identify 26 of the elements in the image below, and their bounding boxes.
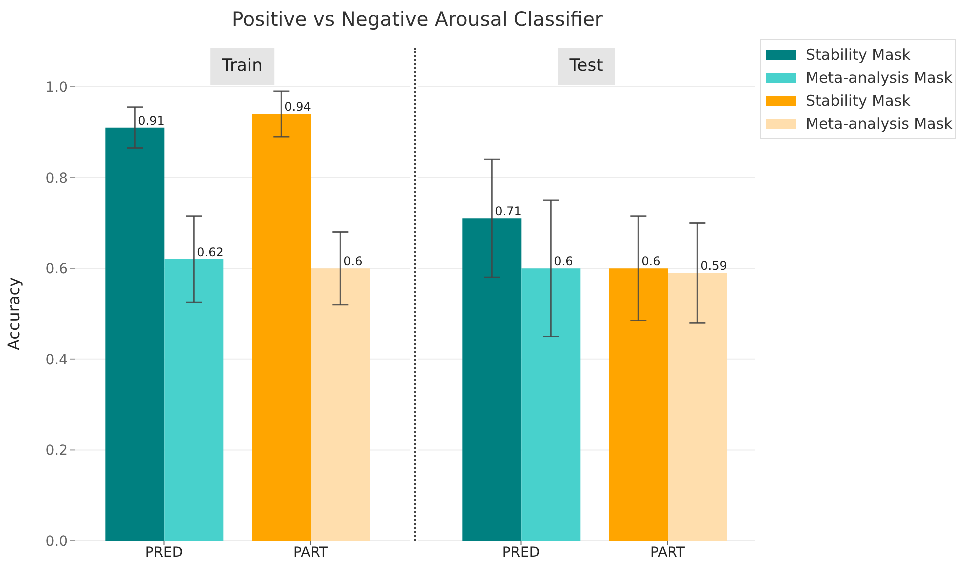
data-label: 0.62 [197,246,224,260]
legend-label: Stability Mask [806,46,911,64]
chart-subtitle: Train [210,48,275,85]
data-label: 0.59 [700,259,728,274]
data-label: 0.6 [344,254,363,269]
chart-title: Positive vs Negative Arousal Classifier [231,8,604,31]
chart-subtitle: Test [558,48,616,85]
y-axis-title: Accuracy [4,277,24,351]
data-label: 0.6 [554,254,574,269]
y-tick-label: 0.8 [46,170,68,187]
data-label: 0.6 [642,254,661,269]
data-label: 0.91 [138,114,165,128]
legend-label: Stability Mask [806,92,911,110]
y-tick-label: 1.0 [46,80,68,96]
x-tick-label: PART [650,544,686,561]
y-tick-label: 0.0 [46,534,68,550]
legend-label: Meta-analysis Mask [806,68,953,86]
x-tick-label: PRED [502,544,540,561]
data-label: 0.71 [495,204,522,219]
data-label: 0.94 [284,100,312,114]
x-tick-label: PRED [145,544,184,561]
y-tick-label: 0.6 [46,262,68,278]
x-tick-label: PART [294,544,328,561]
y-tick-label: 0.4 [46,352,68,368]
y-tick-label: 0.2 [46,443,68,460]
legend-label: Meta-analysis Mask [806,114,953,132]
